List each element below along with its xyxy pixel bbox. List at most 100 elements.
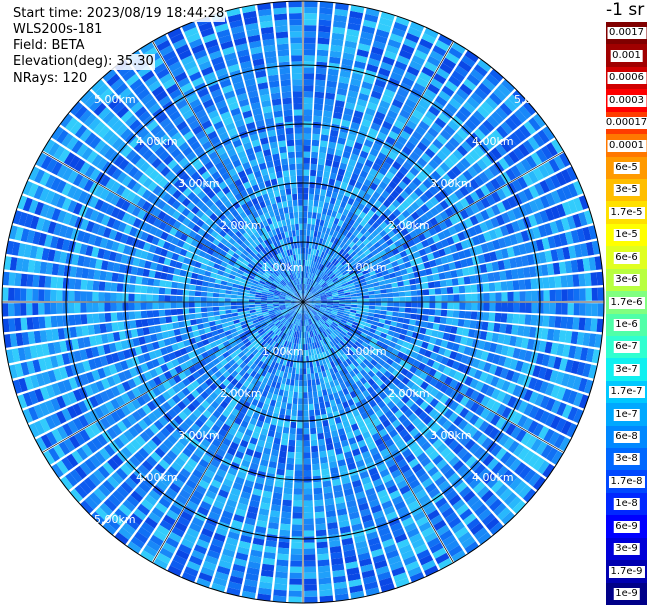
ray-bin <box>189 522 202 533</box>
ray-bin <box>512 384 522 397</box>
ray-bin <box>367 378 376 386</box>
ray-bin <box>437 416 448 427</box>
ray-bin <box>50 289 57 301</box>
ray-bin <box>543 428 555 443</box>
ray-bin <box>363 519 375 529</box>
ray-bin <box>312 360 317 368</box>
ray-bin <box>283 487 293 495</box>
ray-bin <box>231 519 243 529</box>
ray-bin <box>329 540 341 548</box>
ray-bin <box>69 488 83 503</box>
ray-bin <box>389 353 397 361</box>
ray-bin <box>445 539 460 552</box>
ray-bin <box>501 302 508 312</box>
ray-bin <box>346 412 354 420</box>
ray-bin <box>448 412 459 423</box>
ray-bin <box>328 418 336 426</box>
ray-bin <box>501 393 512 405</box>
ray-bin <box>333 575 347 584</box>
ray-bin <box>240 420 249 429</box>
ray-bin <box>362 329 369 335</box>
ray-bin <box>245 350 252 358</box>
ray-bin <box>405 348 413 357</box>
ray-bin <box>289 433 296 441</box>
ray-bin <box>367 386 375 395</box>
ray-bin <box>99 270 107 281</box>
ray-bin <box>197 404 206 414</box>
ray-bin <box>285 469 294 477</box>
ray-bin <box>255 380 262 388</box>
ray-bin <box>292 318 296 324</box>
ray-bin <box>291 311 296 317</box>
ray-bin <box>317 311 324 317</box>
ray-bin <box>282 499 292 507</box>
ray-bin <box>158 443 170 454</box>
ray-bin <box>260 302 267 304</box>
ray-bin <box>102 522 117 536</box>
ray-bin <box>296 241 300 249</box>
ray-bin <box>409 533 423 544</box>
ray-bin <box>325 308 332 312</box>
ray-bin <box>469 320 477 329</box>
ray-bin <box>504 455 517 468</box>
ray-bin <box>374 437 384 447</box>
ray-bin <box>299 319 301 326</box>
ray-bin <box>148 512 162 524</box>
ray-bin <box>457 319 465 327</box>
ray-bin <box>303 175 310 182</box>
ray-bin <box>320 408 327 415</box>
ray-bin <box>558 330 567 343</box>
ray-bin <box>461 536 476 549</box>
ray-bin <box>274 165 282 173</box>
ray-bin <box>342 445 351 453</box>
ray-bin <box>398 334 406 341</box>
ray-bin <box>500 451 512 465</box>
ray-bin <box>303 356 306 363</box>
ray-bin <box>272 104 283 112</box>
ray-bin <box>320 306 327 310</box>
ray-bin <box>345 302 352 305</box>
ray-bin <box>305 325 308 332</box>
ray-bin <box>303 73 315 80</box>
ray-bin <box>303 380 308 387</box>
ray-bin <box>172 322 180 329</box>
ray-bin <box>296 169 303 176</box>
ray-bin <box>134 302 141 311</box>
ray-bin <box>338 369 345 377</box>
ray-bin <box>316 341 321 348</box>
ray-bin <box>387 555 402 565</box>
ray-bin <box>314 354 319 361</box>
ray-bin <box>231 386 239 395</box>
ray-bin <box>292 397 298 405</box>
ray-bin <box>543 303 550 314</box>
ray-bin <box>340 319 347 324</box>
ray-bin <box>323 395 330 402</box>
ray-bin <box>264 397 271 405</box>
ray-bin <box>247 383 255 391</box>
ray-bin <box>198 533 212 544</box>
ray-bin <box>129 320 137 329</box>
ray-bin <box>295 373 299 381</box>
ray-bin <box>158 287 166 295</box>
ray-bin <box>283 340 288 347</box>
ray-bin <box>325 159 333 167</box>
ray-bin <box>491 461 504 475</box>
ray-bin <box>206 302 213 307</box>
ray-bin <box>480 351 489 361</box>
ray-bin <box>359 377 368 385</box>
ray-bin <box>402 354 411 362</box>
ray-bin <box>294 306 299 311</box>
ray-bin <box>404 313 411 319</box>
ray-bin <box>369 542 382 552</box>
ray-bin <box>434 475 447 487</box>
ray-bin <box>142 443 154 455</box>
ray-bin <box>267 467 276 475</box>
ray-bin <box>220 318 228 324</box>
ray-bin <box>210 505 223 516</box>
ray-bin <box>466 495 480 508</box>
ray-bin <box>281 432 289 440</box>
ray-bin <box>407 357 416 365</box>
ray-bin <box>283 327 288 334</box>
ray-bin <box>309 187 315 195</box>
ray-bin <box>512 347 521 359</box>
